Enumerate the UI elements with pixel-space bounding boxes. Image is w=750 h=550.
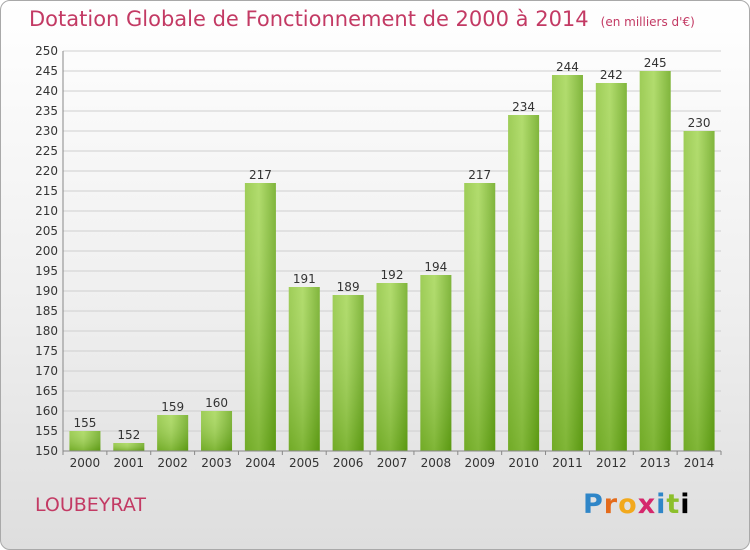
- x-tick-label: 2008: [421, 456, 452, 470]
- bar-shade: [332, 295, 364, 451]
- data-label: 234: [512, 100, 535, 114]
- commune-name: LOUBEYRAT: [35, 494, 146, 516]
- bar-shade: [683, 131, 715, 451]
- x-tick-label: 2000: [70, 456, 101, 470]
- y-tick-label: 190: [35, 284, 58, 298]
- chart-title-text: Dotation Globale de Fonctionnement de 20…: [29, 7, 589, 31]
- y-tick-label: 195: [35, 264, 58, 278]
- y-tick-label: 185: [35, 304, 58, 318]
- chart-unit: (en milliers d'€): [600, 15, 695, 29]
- x-tick-label: 2013: [640, 456, 671, 470]
- bar-shade: [201, 411, 233, 451]
- bar-shade: [376, 283, 408, 451]
- x-tick-label: 2006: [333, 456, 364, 470]
- bar-shade: [551, 75, 583, 451]
- bar-shade: [288, 287, 320, 451]
- bar-shade: [639, 71, 671, 451]
- y-tick-label: 205: [35, 224, 58, 238]
- data-label: 217: [249, 168, 272, 182]
- y-tick-label: 200: [35, 244, 58, 258]
- x-tick-label: 2009: [464, 456, 495, 470]
- x-tick-label: 2010: [508, 456, 539, 470]
- x-tick-label: 2011: [552, 456, 583, 470]
- data-label: 155: [73, 416, 96, 430]
- x-tick-label: 2007: [377, 456, 408, 470]
- axes: 150 155 160 165 170 175 180 185 190 195 200 205 210 2…: [35, 44, 722, 470]
- y-tick-label: 220: [35, 164, 58, 178]
- y-tick-label: 245: [35, 64, 58, 78]
- bar-shade: [157, 415, 189, 451]
- x-tick-label: 2003: [201, 456, 232, 470]
- bar-shade: [420, 275, 452, 451]
- y-tick-label: 215: [35, 184, 58, 198]
- data-label: 194: [424, 260, 447, 274]
- y-tick-label: 180: [35, 324, 58, 338]
- x-tick-label: 2005: [289, 456, 320, 470]
- x-tick-label: 2004: [245, 456, 276, 470]
- x-tick-label: 2001: [114, 456, 145, 470]
- y-tick-label: 155: [35, 424, 58, 438]
- y-tick-label: 160: [35, 404, 58, 418]
- y-tick-label: 150: [35, 444, 58, 458]
- y-tick-label: 165: [35, 384, 58, 398]
- data-label: 191: [293, 272, 316, 286]
- bar-shade: [464, 183, 496, 451]
- data-label: 152: [117, 428, 140, 442]
- data-label: 189: [337, 280, 360, 294]
- bar-shade: [595, 83, 627, 451]
- data-label: 160: [205, 396, 228, 410]
- labels: 155 152 159 160 217 191 189 192 194 217 234 244 242 2…: [73, 56, 710, 442]
- bars: [69, 71, 715, 451]
- bar-shade: [113, 443, 145, 451]
- data-label: 230: [688, 116, 711, 130]
- data-label: 242: [600, 68, 623, 82]
- data-label: 245: [644, 56, 667, 70]
- x-tick-label: 2012: [596, 456, 627, 470]
- x-tick-label: 2002: [157, 456, 188, 470]
- y-tick-label: 170: [35, 364, 58, 378]
- y-tick-label: 235: [35, 104, 58, 118]
- bar-shade: [69, 431, 101, 451]
- data-label: 217: [468, 168, 491, 182]
- data-label: 244: [556, 60, 579, 74]
- y-tick-label: 240: [35, 84, 58, 98]
- y-tick-label: 250: [35, 44, 58, 58]
- x-tick-label: 2014: [684, 456, 715, 470]
- y-tick-label: 225: [35, 144, 58, 158]
- data-label: 192: [381, 268, 404, 282]
- bar-shade: [244, 183, 276, 451]
- data-label: 159: [161, 400, 184, 414]
- y-tick-label: 210: [35, 204, 58, 218]
- proxiti-logo: Proxiti: [583, 489, 691, 520]
- y-tick-label: 230: [35, 124, 58, 138]
- bar-shade: [508, 115, 540, 451]
- y-tick-label: 175: [35, 344, 58, 358]
- chart-title: Dotation Globale de Fonctionnement de 20…: [29, 7, 695, 31]
